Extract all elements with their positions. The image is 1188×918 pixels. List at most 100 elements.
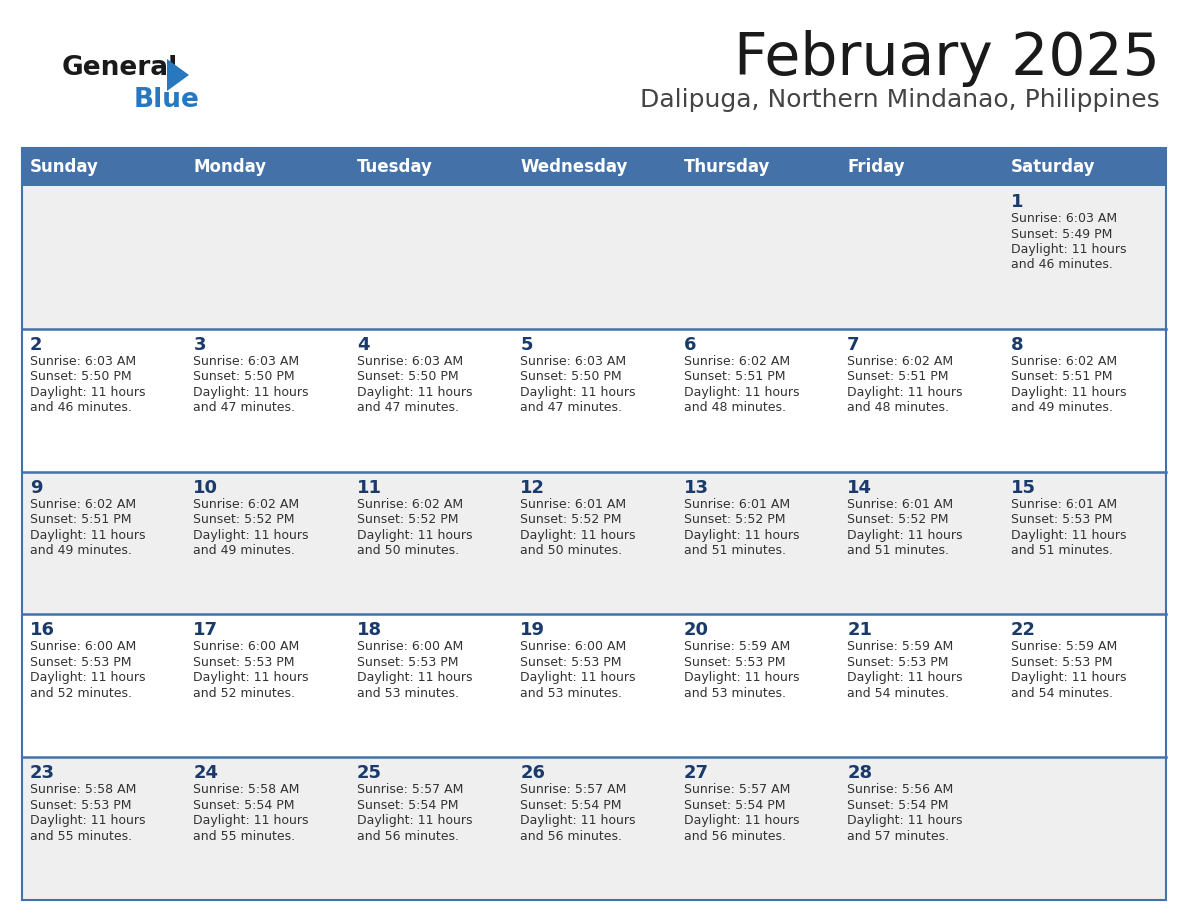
Text: Saturday: Saturday [1011,158,1095,176]
Text: Sunset: 5:53 PM: Sunset: 5:53 PM [684,655,785,669]
Text: Daylight: 11 hours: Daylight: 11 hours [684,671,800,685]
Bar [839,148,1003,186]
Text: Daylight: 11 hours: Daylight: 11 hours [194,671,309,685]
Text: and 56 minutes.: and 56 minutes. [520,830,623,843]
Text: Sunrise: 6:00 AM: Sunrise: 6:00 AM [194,641,299,654]
Text: 10: 10 [194,478,219,497]
Text: and 54 minutes.: and 54 minutes. [847,687,949,700]
Text: Monday: Monday [194,158,266,176]
Text: Sunrise: 6:01 AM: Sunrise: 6:01 AM [847,498,953,510]
Text: Sunset: 5:53 PM: Sunset: 5:53 PM [1011,655,1112,669]
Text: Thursday: Thursday [684,158,770,176]
Text: Sunset: 5:50 PM: Sunset: 5:50 PM [520,370,621,384]
Text: 19: 19 [520,621,545,640]
Text: and 56 minutes.: and 56 minutes. [356,830,459,843]
Text: Daylight: 11 hours: Daylight: 11 hours [847,386,962,398]
Text: Sunrise: 6:00 AM: Sunrise: 6:00 AM [520,641,626,654]
Text: Sunrise: 6:03 AM: Sunrise: 6:03 AM [356,354,463,368]
Text: Sunrise: 5:57 AM: Sunrise: 5:57 AM [684,783,790,796]
Bar [23,148,1165,900]
Text: 4: 4 [356,336,369,353]
Text: 13: 13 [684,478,709,497]
Text: Daylight: 11 hours: Daylight: 11 hours [194,814,309,827]
Text: Sunrise: 6:02 AM: Sunrise: 6:02 AM [1011,354,1117,368]
Text: Sunrise: 5:59 AM: Sunrise: 5:59 AM [847,641,954,654]
Text: Daylight: 11 hours: Daylight: 11 hours [30,386,145,398]
Text: Sunset: 5:52 PM: Sunset: 5:52 PM [684,513,785,526]
Text: Sunset: 5:53 PM: Sunset: 5:53 PM [520,655,621,669]
Text: 24: 24 [194,764,219,782]
Text: 2: 2 [30,336,43,353]
Text: Friday: Friday [847,158,905,176]
Text: and 52 minutes.: and 52 minutes. [30,687,132,700]
Text: Sunrise: 6:00 AM: Sunrise: 6:00 AM [356,641,463,654]
Text: General: General [62,55,178,81]
Text: Daylight: 11 hours: Daylight: 11 hours [356,814,473,827]
Text: and 49 minutes.: and 49 minutes. [194,544,296,557]
Text: Daylight: 11 hours: Daylight: 11 hours [847,529,962,542]
Text: Daylight: 11 hours: Daylight: 11 hours [520,529,636,542]
Text: Daylight: 11 hours: Daylight: 11 hours [30,814,145,827]
Text: Sunrise: 6:02 AM: Sunrise: 6:02 AM [30,498,137,510]
Polygon shape [168,59,189,91]
Text: Daylight: 11 hours: Daylight: 11 hours [194,386,309,398]
Bar [349,148,512,186]
Text: Sunset: 5:52 PM: Sunset: 5:52 PM [194,513,295,526]
Text: 6: 6 [684,336,696,353]
Text: Sunrise: 5:58 AM: Sunrise: 5:58 AM [194,783,299,796]
Text: Blue: Blue [134,87,200,113]
Text: Sunset: 5:53 PM: Sunset: 5:53 PM [30,799,132,812]
Text: Daylight: 11 hours: Daylight: 11 hours [520,814,636,827]
Text: and 54 minutes.: and 54 minutes. [1011,687,1113,700]
Text: Sunset: 5:54 PM: Sunset: 5:54 PM [684,799,785,812]
Text: 22: 22 [1011,621,1036,640]
Text: and 47 minutes.: and 47 minutes. [194,401,296,414]
Text: and 49 minutes.: and 49 minutes. [30,544,132,557]
Text: Sunset: 5:51 PM: Sunset: 5:51 PM [684,370,785,384]
Text: Sunset: 5:54 PM: Sunset: 5:54 PM [356,799,459,812]
Text: Sunset: 5:54 PM: Sunset: 5:54 PM [194,799,295,812]
Bar [1003,148,1165,186]
Text: Sunday: Sunday [30,158,99,176]
Bar [23,148,185,186]
Text: and 47 minutes.: and 47 minutes. [356,401,459,414]
Text: 28: 28 [847,764,872,782]
Text: Sunrise: 6:01 AM: Sunrise: 6:01 AM [684,498,790,510]
Text: Sunset: 5:51 PM: Sunset: 5:51 PM [847,370,949,384]
Text: Sunset: 5:51 PM: Sunset: 5:51 PM [1011,370,1112,384]
Text: Sunrise: 6:02 AM: Sunrise: 6:02 AM [194,498,299,510]
Text: Sunset: 5:53 PM: Sunset: 5:53 PM [30,655,132,669]
Text: and 56 minutes.: and 56 minutes. [684,830,785,843]
Text: Daylight: 11 hours: Daylight: 11 hours [356,671,473,685]
Text: Sunrise: 6:03 AM: Sunrise: 6:03 AM [1011,212,1117,225]
Text: 12: 12 [520,478,545,497]
Text: and 46 minutes.: and 46 minutes. [30,401,132,414]
Text: and 48 minutes.: and 48 minutes. [684,401,785,414]
Text: Daylight: 11 hours: Daylight: 11 hours [30,671,145,685]
Text: Sunset: 5:50 PM: Sunset: 5:50 PM [194,370,295,384]
Bar [23,614,1165,757]
Text: and 53 minutes.: and 53 minutes. [520,687,623,700]
Text: 8: 8 [1011,336,1023,353]
Text: and 55 minutes.: and 55 minutes. [194,830,296,843]
Text: 14: 14 [847,478,872,497]
Bar [23,472,1165,614]
Text: Sunrise: 6:02 AM: Sunrise: 6:02 AM [847,354,953,368]
Text: and 49 minutes.: and 49 minutes. [1011,401,1112,414]
Text: Sunrise: 5:57 AM: Sunrise: 5:57 AM [520,783,626,796]
Bar [512,148,676,186]
Text: Sunrise: 5:59 AM: Sunrise: 5:59 AM [1011,641,1117,654]
Text: and 55 minutes.: and 55 minutes. [30,830,132,843]
Text: Sunset: 5:50 PM: Sunset: 5:50 PM [30,370,132,384]
Text: Sunrise: 6:02 AM: Sunrise: 6:02 AM [684,354,790,368]
Text: and 57 minutes.: and 57 minutes. [847,830,949,843]
Text: 20: 20 [684,621,709,640]
Text: and 47 minutes.: and 47 minutes. [520,401,623,414]
Text: and 46 minutes.: and 46 minutes. [1011,259,1112,272]
Text: 3: 3 [194,336,206,353]
Text: 5: 5 [520,336,532,353]
Text: and 51 minutes.: and 51 minutes. [847,544,949,557]
Text: Sunset: 5:54 PM: Sunset: 5:54 PM [847,799,949,812]
Text: Daylight: 11 hours: Daylight: 11 hours [520,671,636,685]
Text: Daylight: 11 hours: Daylight: 11 hours [684,386,800,398]
